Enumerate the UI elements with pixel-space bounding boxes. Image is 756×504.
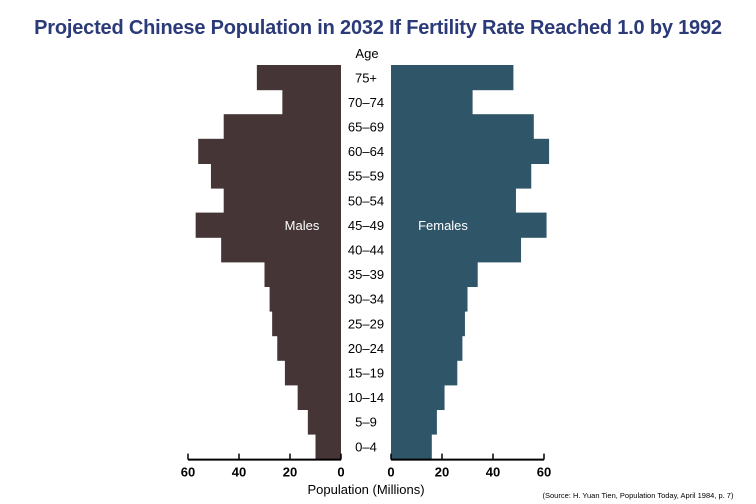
age-label: 40–44 — [348, 243, 384, 258]
bar-male-8 — [264, 261, 341, 287]
age-label: 45–49 — [348, 218, 384, 233]
bar-male-0 — [256, 65, 341, 91]
x-tick-label: 0 — [387, 465, 394, 480]
age-label: 75+ — [355, 70, 377, 85]
bar-male-15 — [315, 434, 341, 460]
age-label: 10–14 — [348, 390, 384, 405]
series-label-males: Males — [285, 218, 320, 233]
bar-male-6 — [195, 212, 341, 238]
bar-female-0 — [391, 65, 514, 91]
bar-female-10 — [391, 311, 465, 337]
series-label-females: Females — [418, 218, 468, 233]
axes-group: 60 40 20 0 0 20 40 60 — [181, 453, 551, 480]
bar-male-14 — [307, 409, 341, 435]
age-label: 5–9 — [355, 415, 377, 430]
age-label: 50–54 — [348, 193, 384, 208]
bar-male-10 — [272, 311, 341, 337]
source-note: (Source: H. Yuan Tien, Population Today,… — [543, 491, 734, 500]
x-tick-label: 40 — [232, 465, 246, 480]
x-axis-title: Population (Millions) — [307, 482, 424, 497]
x-tick-label: 20 — [435, 465, 449, 480]
bar-female-15 — [391, 434, 432, 460]
bar-male-4 — [210, 163, 341, 189]
bar-male-12 — [284, 360, 341, 386]
chart-title: Projected Chinese Population in 2032 If … — [34, 17, 722, 39]
bar-female-11 — [391, 335, 463, 361]
bar-female-8 — [391, 261, 478, 287]
bar-female-12 — [391, 360, 458, 386]
age-label: 35–39 — [348, 267, 384, 282]
bar-female-4 — [391, 163, 532, 189]
x-tick-label: 0 — [337, 465, 344, 480]
age-label: 70–74 — [348, 95, 384, 110]
bar-female-13 — [391, 384, 445, 410]
bar-female-3 — [391, 138, 550, 164]
x-tick-label: 60 — [181, 465, 195, 480]
bar-male-1 — [282, 89, 341, 115]
bar-male-2 — [223, 114, 341, 140]
bar-female-6 — [391, 212, 547, 238]
bar-male-5 — [223, 188, 341, 214]
age-label: 25–29 — [348, 316, 384, 331]
bars-group — [195, 65, 550, 460]
age-label: 30–34 — [348, 292, 384, 307]
x-tick-label: 20 — [283, 465, 297, 480]
bar-female-7 — [391, 237, 522, 263]
x-tick-label: 60 — [537, 465, 551, 480]
bar-female-14 — [391, 409, 437, 435]
bar-male-3 — [198, 138, 341, 164]
bar-female-9 — [391, 286, 468, 312]
bar-female-2 — [391, 114, 534, 140]
bar-female-5 — [391, 188, 516, 214]
series-labels-group: Males Females — [285, 218, 469, 233]
x-tick-label: 40 — [486, 465, 500, 480]
bar-male-13 — [297, 384, 341, 410]
bar-male-9 — [269, 286, 341, 312]
bar-male-7 — [221, 237, 341, 263]
bar-female-1 — [391, 89, 473, 115]
age-label: 20–24 — [348, 341, 384, 356]
age-axis-title: Age — [355, 46, 378, 61]
age-label: 55–59 — [348, 169, 384, 184]
age-label: 65–69 — [348, 120, 384, 135]
bar-male-11 — [277, 335, 341, 361]
age-label: 0–4 — [355, 439, 377, 454]
age-labels-group: 75+ 70–74 65–69 60–64 55–59 50–54 45–49 40–44 35… — [348, 70, 384, 454]
age-label: 15–19 — [348, 366, 384, 381]
age-label: 60–64 — [348, 144, 384, 159]
